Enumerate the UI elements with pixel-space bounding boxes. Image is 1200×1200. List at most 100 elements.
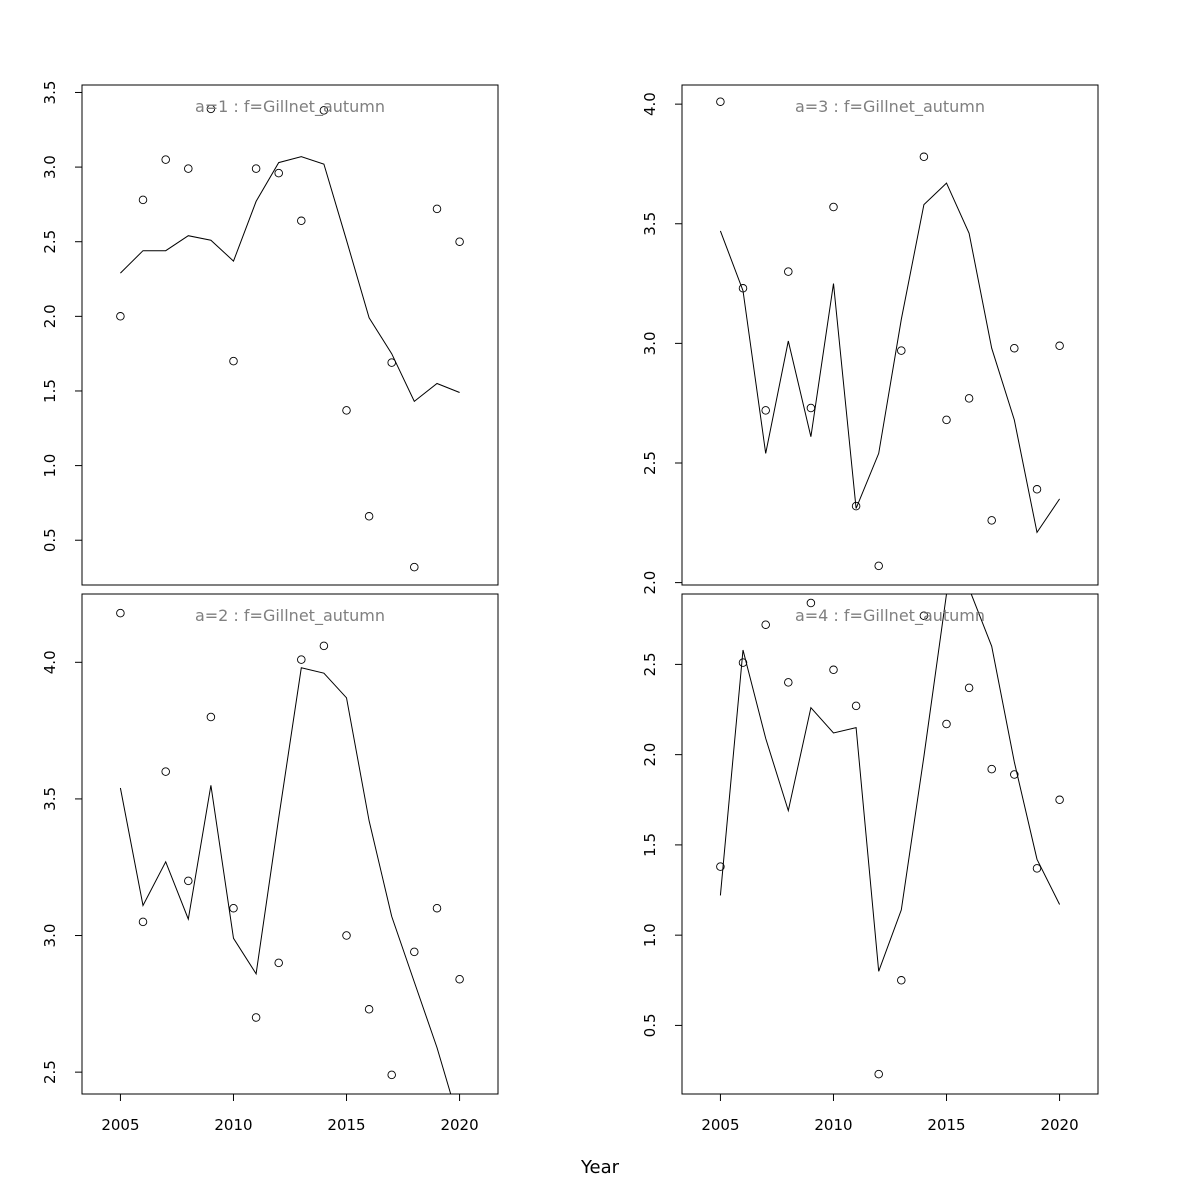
x-tick-label: 2005 [701,1116,739,1134]
observed-point [229,903,238,913]
observed-point [1055,795,1064,805]
x-tick-label: 2020 [440,1116,478,1134]
y-tick-label: 4.0 [41,650,59,674]
observed-point [964,394,974,403]
y-tick-label: 2.0 [641,571,659,595]
observed-point [716,97,725,106]
observed-point [342,406,351,415]
y-tick-label: 4.0 [641,92,659,116]
observed-point [432,204,442,214]
observed-point [138,195,148,205]
observed-point [410,947,419,957]
y-tick-label: 3.5 [41,787,59,811]
y-tick-label: 3.0 [641,331,659,355]
observed-point [1010,770,1019,779]
observed-point [229,356,238,366]
y-tick-label: 2.5 [41,1060,59,1084]
observed-point [942,415,951,425]
y-tick-label: 3.0 [41,155,59,179]
observed-point [410,562,419,572]
observed-point [364,512,374,521]
observed-point [874,561,883,571]
y-tick-label: 3.5 [641,212,659,236]
observed-point [297,655,306,664]
panel-title: a=1 : f=Gillnet_autumn [195,97,385,117]
y-tick-label: 1.5 [641,833,659,857]
panel-title: a=3 : f=Gillnet_autumn [795,97,985,117]
fitted-line [719,594,1061,972]
observed-point [387,358,396,367]
panel-3: a=2 : f=Gillnet_autumn 2.5 3.0 3.5 4.0 2005 20… [41,593,499,1134]
y-tick-label: 2.0 [41,304,59,328]
x-tick-label: 2010 [214,1116,252,1134]
x-tick-label: 2015 [327,1116,365,1134]
panel-1: a=1 : f=Gillnet_autumn 0.5 1.0 1.5 2.0 2.5 3.0… [41,81,499,586]
x-tick-label: 2015 [927,1116,965,1134]
observed-point [738,658,748,667]
observed-point [942,719,951,729]
observed-point [455,237,464,246]
x-tick-label: 2020 [1040,1116,1078,1134]
observed-point [829,202,838,212]
y-tick-label: 2.5 [41,230,59,254]
observed-point [897,346,906,355]
observed-point [1055,341,1064,351]
fitted-line [119,667,452,1094]
observed-point [851,701,861,711]
observed-point [364,1005,374,1014]
y-tick-label: 0.5 [641,1013,659,1037]
observed-point [987,764,996,774]
y-tick-label: 1.0 [41,454,59,478]
panel-frame [81,84,499,586]
observed-point [297,216,306,226]
y-tick-label: 2.5 [641,451,659,475]
observed-point [897,976,906,985]
observed-point [455,974,464,984]
observed-point [964,683,974,693]
observed-point [319,641,329,651]
observed-point [1032,864,1042,873]
observed-point [138,917,148,927]
observed-point [829,665,838,675]
y-tick-label: 1.0 [641,923,659,947]
fitted-line [120,156,460,403]
y-tick-label: 2.5 [641,652,659,676]
observed-point [116,312,125,321]
x-axis-label: Year [580,1157,620,1178]
observed-point [432,903,442,913]
y-tick-label: 2.0 [641,743,659,767]
observed-point [161,767,170,776]
observed-point [184,876,193,886]
observed-point [738,284,748,293]
observed-point [784,267,793,276]
observed-point [319,106,329,115]
panel-4: a=4 : f=Gillnet_autumn 0.5 1.0 1.5 2.0 2.5 200… [641,593,1099,1134]
panel-title: a=2 : f=Gillnet_autumn [195,606,385,626]
observed-point [761,406,770,415]
y-tick-label: 3.5 [41,81,59,105]
observed-point [919,611,929,620]
observed-point [184,164,193,173]
y-tick-label: 0.5 [41,528,59,552]
observed-point [806,403,816,413]
observed-point [251,1013,261,1022]
observed-point [206,104,216,114]
observed-point [342,931,351,940]
observed-point [716,862,725,871]
observed-point [161,155,170,164]
observed-point [274,168,283,178]
panel-frame [81,593,499,1095]
observed-point [116,608,125,618]
observed-point [851,501,861,511]
panel-2: a=3 : f=Gillnet_autumn 2.0 2.5 3.0 3.5 4.0 [641,84,1099,595]
y-tick-label: 1.5 [41,379,59,403]
observed-point [387,1070,396,1080]
panel-frame [681,593,1099,1095]
x-tick-label: 2010 [814,1116,852,1134]
observed-point [1010,343,1019,353]
x-tick-label: 2005 [101,1116,139,1134]
fitted-line [719,182,1061,534]
observed-point [874,1069,883,1079]
observed-point [206,712,216,722]
